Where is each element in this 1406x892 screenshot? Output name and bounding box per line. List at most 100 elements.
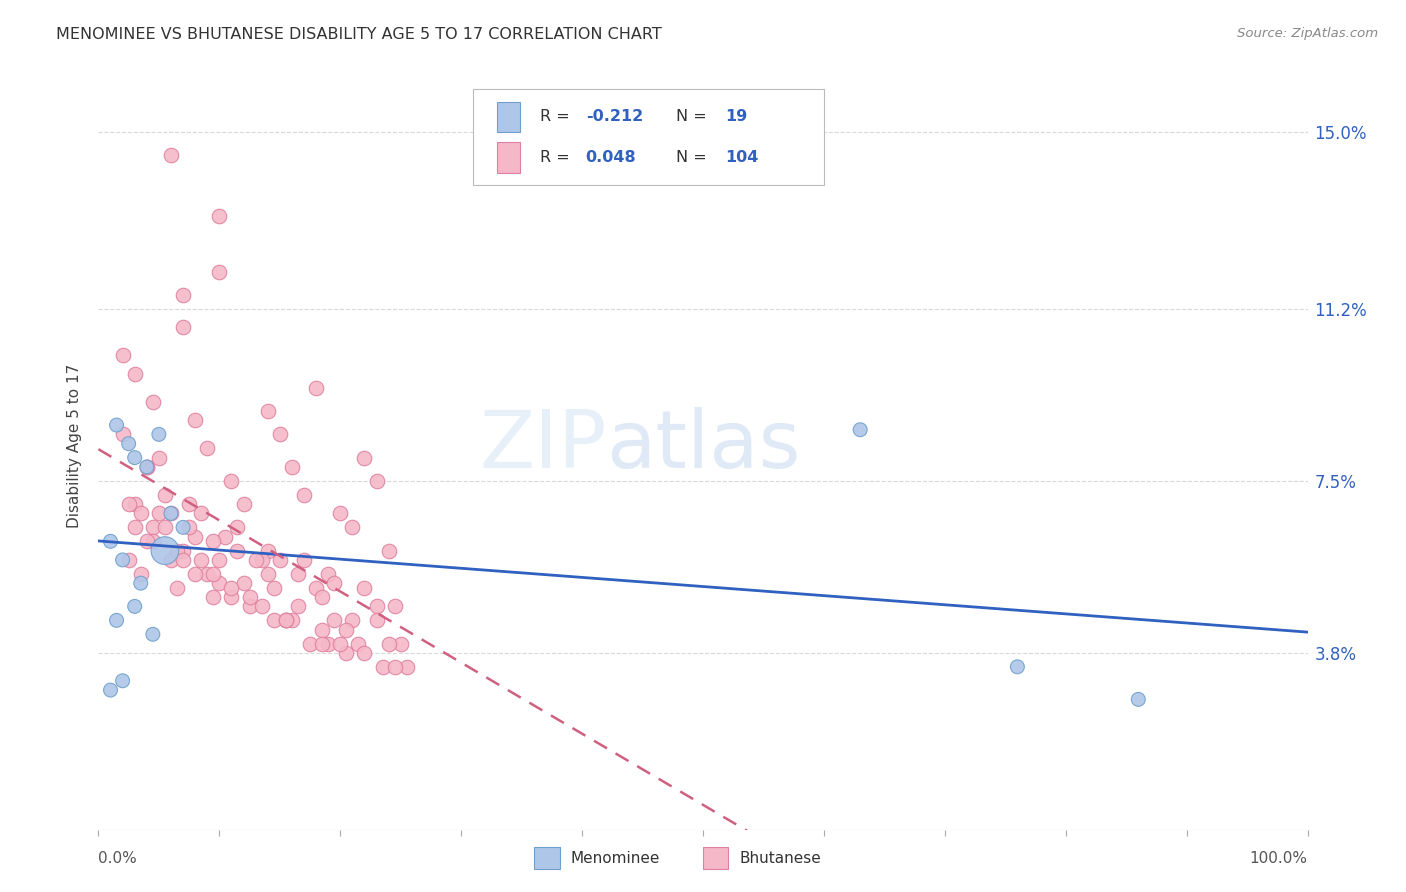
Point [129,566,152,581]
Point [335,646,357,660]
Point [124,497,146,511]
Point [142,627,165,641]
Point [256,543,278,558]
Point [269,553,291,567]
Text: Menominee: Menominee [571,851,661,865]
Point [274,613,297,627]
Text: 104: 104 [724,150,758,165]
Point [366,599,388,614]
Point [160,507,183,521]
Point [179,520,201,534]
Point [202,534,225,549]
Point [124,599,146,614]
Point [316,566,339,581]
Point [111,348,134,362]
Text: ZIP: ZIP [479,407,606,485]
Point [202,566,225,581]
Point [377,543,399,558]
Point [1007,660,1029,674]
Point [274,613,297,627]
Point [311,623,333,637]
Point [232,576,254,591]
Point [305,581,328,595]
Point [323,576,346,591]
Point [323,613,346,627]
Point [353,450,375,465]
Point [292,488,315,502]
Point [287,566,309,581]
Point [281,613,304,627]
Point [353,581,375,595]
Point [342,520,364,534]
Point [239,599,262,614]
Point [366,613,388,627]
Point [347,637,370,651]
Point [118,497,141,511]
Point [250,599,273,614]
Point [305,381,328,395]
Point [342,613,364,627]
Point [172,288,194,302]
Text: 0.048: 0.048 [586,150,637,165]
Point [849,423,872,437]
Point [202,590,225,604]
Text: 100.0%: 100.0% [1250,851,1308,865]
Point [153,520,176,534]
Point [129,576,152,591]
Point [366,474,388,488]
Text: R =: R = [540,150,575,165]
Point [100,534,122,549]
Point [384,660,406,674]
Point [184,413,207,427]
Point [329,507,352,521]
Text: Source: ZipAtlas.com: Source: ZipAtlas.com [1237,27,1378,40]
Point [172,520,194,534]
Point [274,613,297,627]
Y-axis label: Disability Age 5 to 17: Disability Age 5 to 17 [67,364,83,528]
FancyBboxPatch shape [498,142,520,173]
Point [221,590,243,604]
Point [148,507,170,521]
FancyBboxPatch shape [498,102,520,132]
Point [263,613,285,627]
Point [166,543,188,558]
Point [142,534,165,549]
Point [184,566,207,581]
Text: N =: N = [676,150,707,165]
Point [124,520,146,534]
Point [353,646,375,660]
Point [111,427,134,442]
Point [299,637,322,651]
Point [226,543,249,558]
Text: -0.212: -0.212 [586,110,643,125]
Point [153,543,176,558]
Point [250,553,273,567]
Point [190,507,212,521]
Point [221,474,243,488]
Point [208,209,231,223]
Point [172,553,194,567]
Point [1128,692,1150,706]
Point [129,507,152,521]
Point [239,590,262,604]
Point [142,394,165,409]
Point [100,683,122,698]
Point [208,265,231,279]
Point [263,581,285,595]
Point [287,599,309,614]
Text: N =: N = [676,110,707,125]
Point [384,599,406,614]
Point [214,530,236,544]
Text: 0.0%: 0.0% [98,851,138,865]
Point [256,404,278,418]
Point [160,507,183,521]
Point [111,673,134,688]
Point [221,581,243,595]
Point [124,450,146,465]
Point [190,553,212,567]
Point [269,427,291,442]
Point [256,566,278,581]
Point [335,623,357,637]
FancyBboxPatch shape [474,89,824,186]
Point [160,553,183,567]
